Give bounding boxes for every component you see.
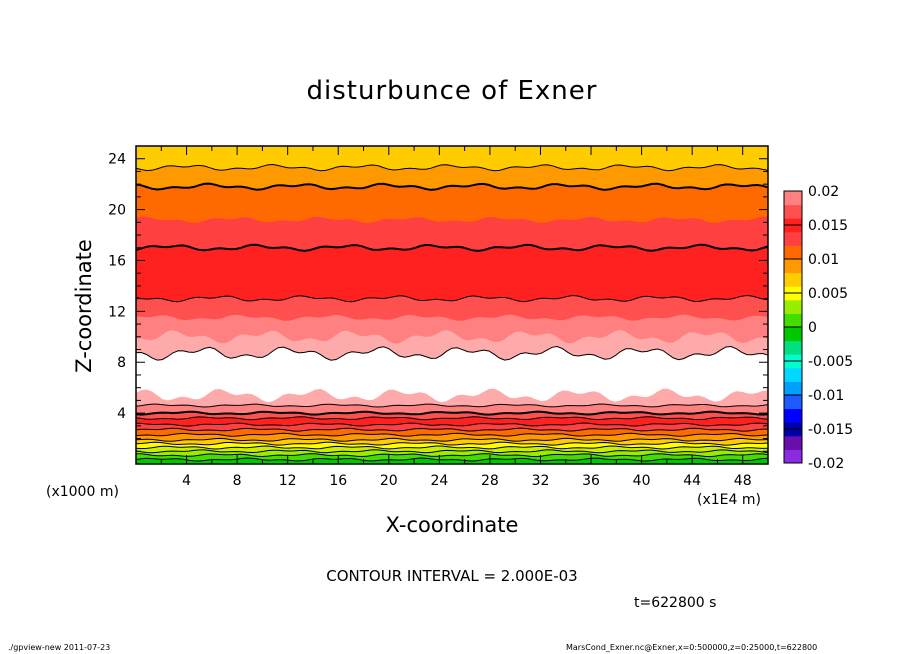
colorbar-label: -0.015	[808, 422, 853, 438]
colorbar: 0.02 0.015 0.01 0.005 0 -0.005 -0.01 -0.015 -0.0…	[783, 184, 853, 472]
colorbar-label: -0.005	[808, 354, 853, 370]
contour-interval-note: CONTOUR INTERVAL = 2.000E-03	[326, 567, 578, 585]
contour-line	[136, 163, 768, 172]
contour-line	[136, 441, 768, 446]
contour-line	[136, 445, 768, 450]
colorbar-swatch	[784, 272, 802, 287]
x-tick-label: 16	[329, 473, 347, 489]
plot-frame	[135, 145, 769, 465]
colorbar-swatch	[784, 259, 802, 274]
x-tick-label: 12	[279, 473, 297, 489]
contour-line	[136, 243, 768, 252]
x-tick-label: 24	[430, 473, 448, 489]
chart-title: disturbunce of Exner	[306, 76, 598, 106]
footer-left-note: ./gpview-new 2011-07-23	[8, 643, 111, 652]
footer-right-note: MarsCond_Exner.nc@Exner,x=0:500000,z=0:2…	[566, 643, 818, 652]
colorbar-swatch	[784, 204, 802, 219]
colorbar-swatch	[784, 245, 802, 260]
contour-line	[136, 410, 768, 416]
x-tick-label: 44	[683, 473, 701, 489]
colorbar-label: 0.015	[808, 218, 848, 234]
y-tick-label: 16	[108, 253, 126, 269]
contour-line	[136, 403, 768, 408]
colorbar-swatch	[784, 191, 802, 206]
colorbar-swatch	[784, 299, 802, 314]
colorbar-swatch	[784, 408, 802, 423]
x-tick-label: 36	[582, 473, 600, 489]
x-tick-label: 32	[532, 473, 550, 489]
x-unit-note: (x1000 m)	[46, 484, 119, 500]
y-axis-label: Z-coordinate	[72, 239, 96, 373]
x-tick-label: 28	[481, 473, 499, 489]
colorbar-label: 0.02	[808, 184, 839, 200]
x-axis-label: X-coordinate	[385, 513, 519, 537]
y-tick-label: 20	[108, 203, 126, 219]
contour-line	[136, 427, 768, 432]
colorbar-label: 0	[808, 320, 817, 336]
colorbar-label: 0.005	[808, 286, 848, 302]
colorbar-swatch	[784, 435, 802, 450]
x-tick-label: 4	[182, 473, 191, 489]
colorbar-swatch	[784, 381, 802, 396]
contour-line	[136, 457, 768, 462]
contour-lines	[136, 163, 768, 462]
colorbar-swatch	[784, 449, 802, 464]
colorbar-swatch	[784, 231, 802, 246]
y-tick-label: 24	[108, 152, 126, 168]
contour-line	[136, 432, 768, 437]
contour-line	[136, 345, 768, 361]
colorbar-label: -0.02	[808, 456, 844, 472]
colorbar-label: -0.01	[808, 388, 844, 404]
colorbar-swatch	[784, 327, 802, 342]
colorbar-swatch	[784, 395, 802, 410]
contour-line	[136, 416, 768, 421]
colorbar-label: 0.01	[808, 252, 839, 268]
x-axis: 4 8 12 16 20 24 28 32 36 40 44 48	[135, 146, 769, 489]
contour-line	[136, 437, 768, 442]
contour-line	[136, 449, 768, 454]
x-tick-label: 40	[633, 473, 651, 489]
y-tick-label: 12	[108, 304, 126, 320]
contour-line	[136, 294, 768, 303]
contour-line	[136, 422, 768, 427]
time-stamp: t=622800 s	[634, 595, 717, 611]
y-axis: 4 8 12 16 20 24	[108, 145, 768, 465]
y-tick-label: 8	[117, 355, 126, 371]
x-scale-note: (x1E4 m)	[697, 492, 761, 508]
contour-bands	[136, 146, 768, 464]
x-tick-label: 48	[734, 473, 752, 489]
x-tick-label: 8	[233, 473, 242, 489]
contour-line	[136, 453, 768, 458]
contour-line	[136, 182, 768, 191]
x-tick-label: 20	[380, 473, 398, 489]
colorbar-swatch	[784, 340, 802, 355]
colorbar-swatch	[784, 367, 802, 382]
colorbar-swatch	[784, 313, 802, 328]
y-tick-label: 4	[117, 406, 126, 422]
